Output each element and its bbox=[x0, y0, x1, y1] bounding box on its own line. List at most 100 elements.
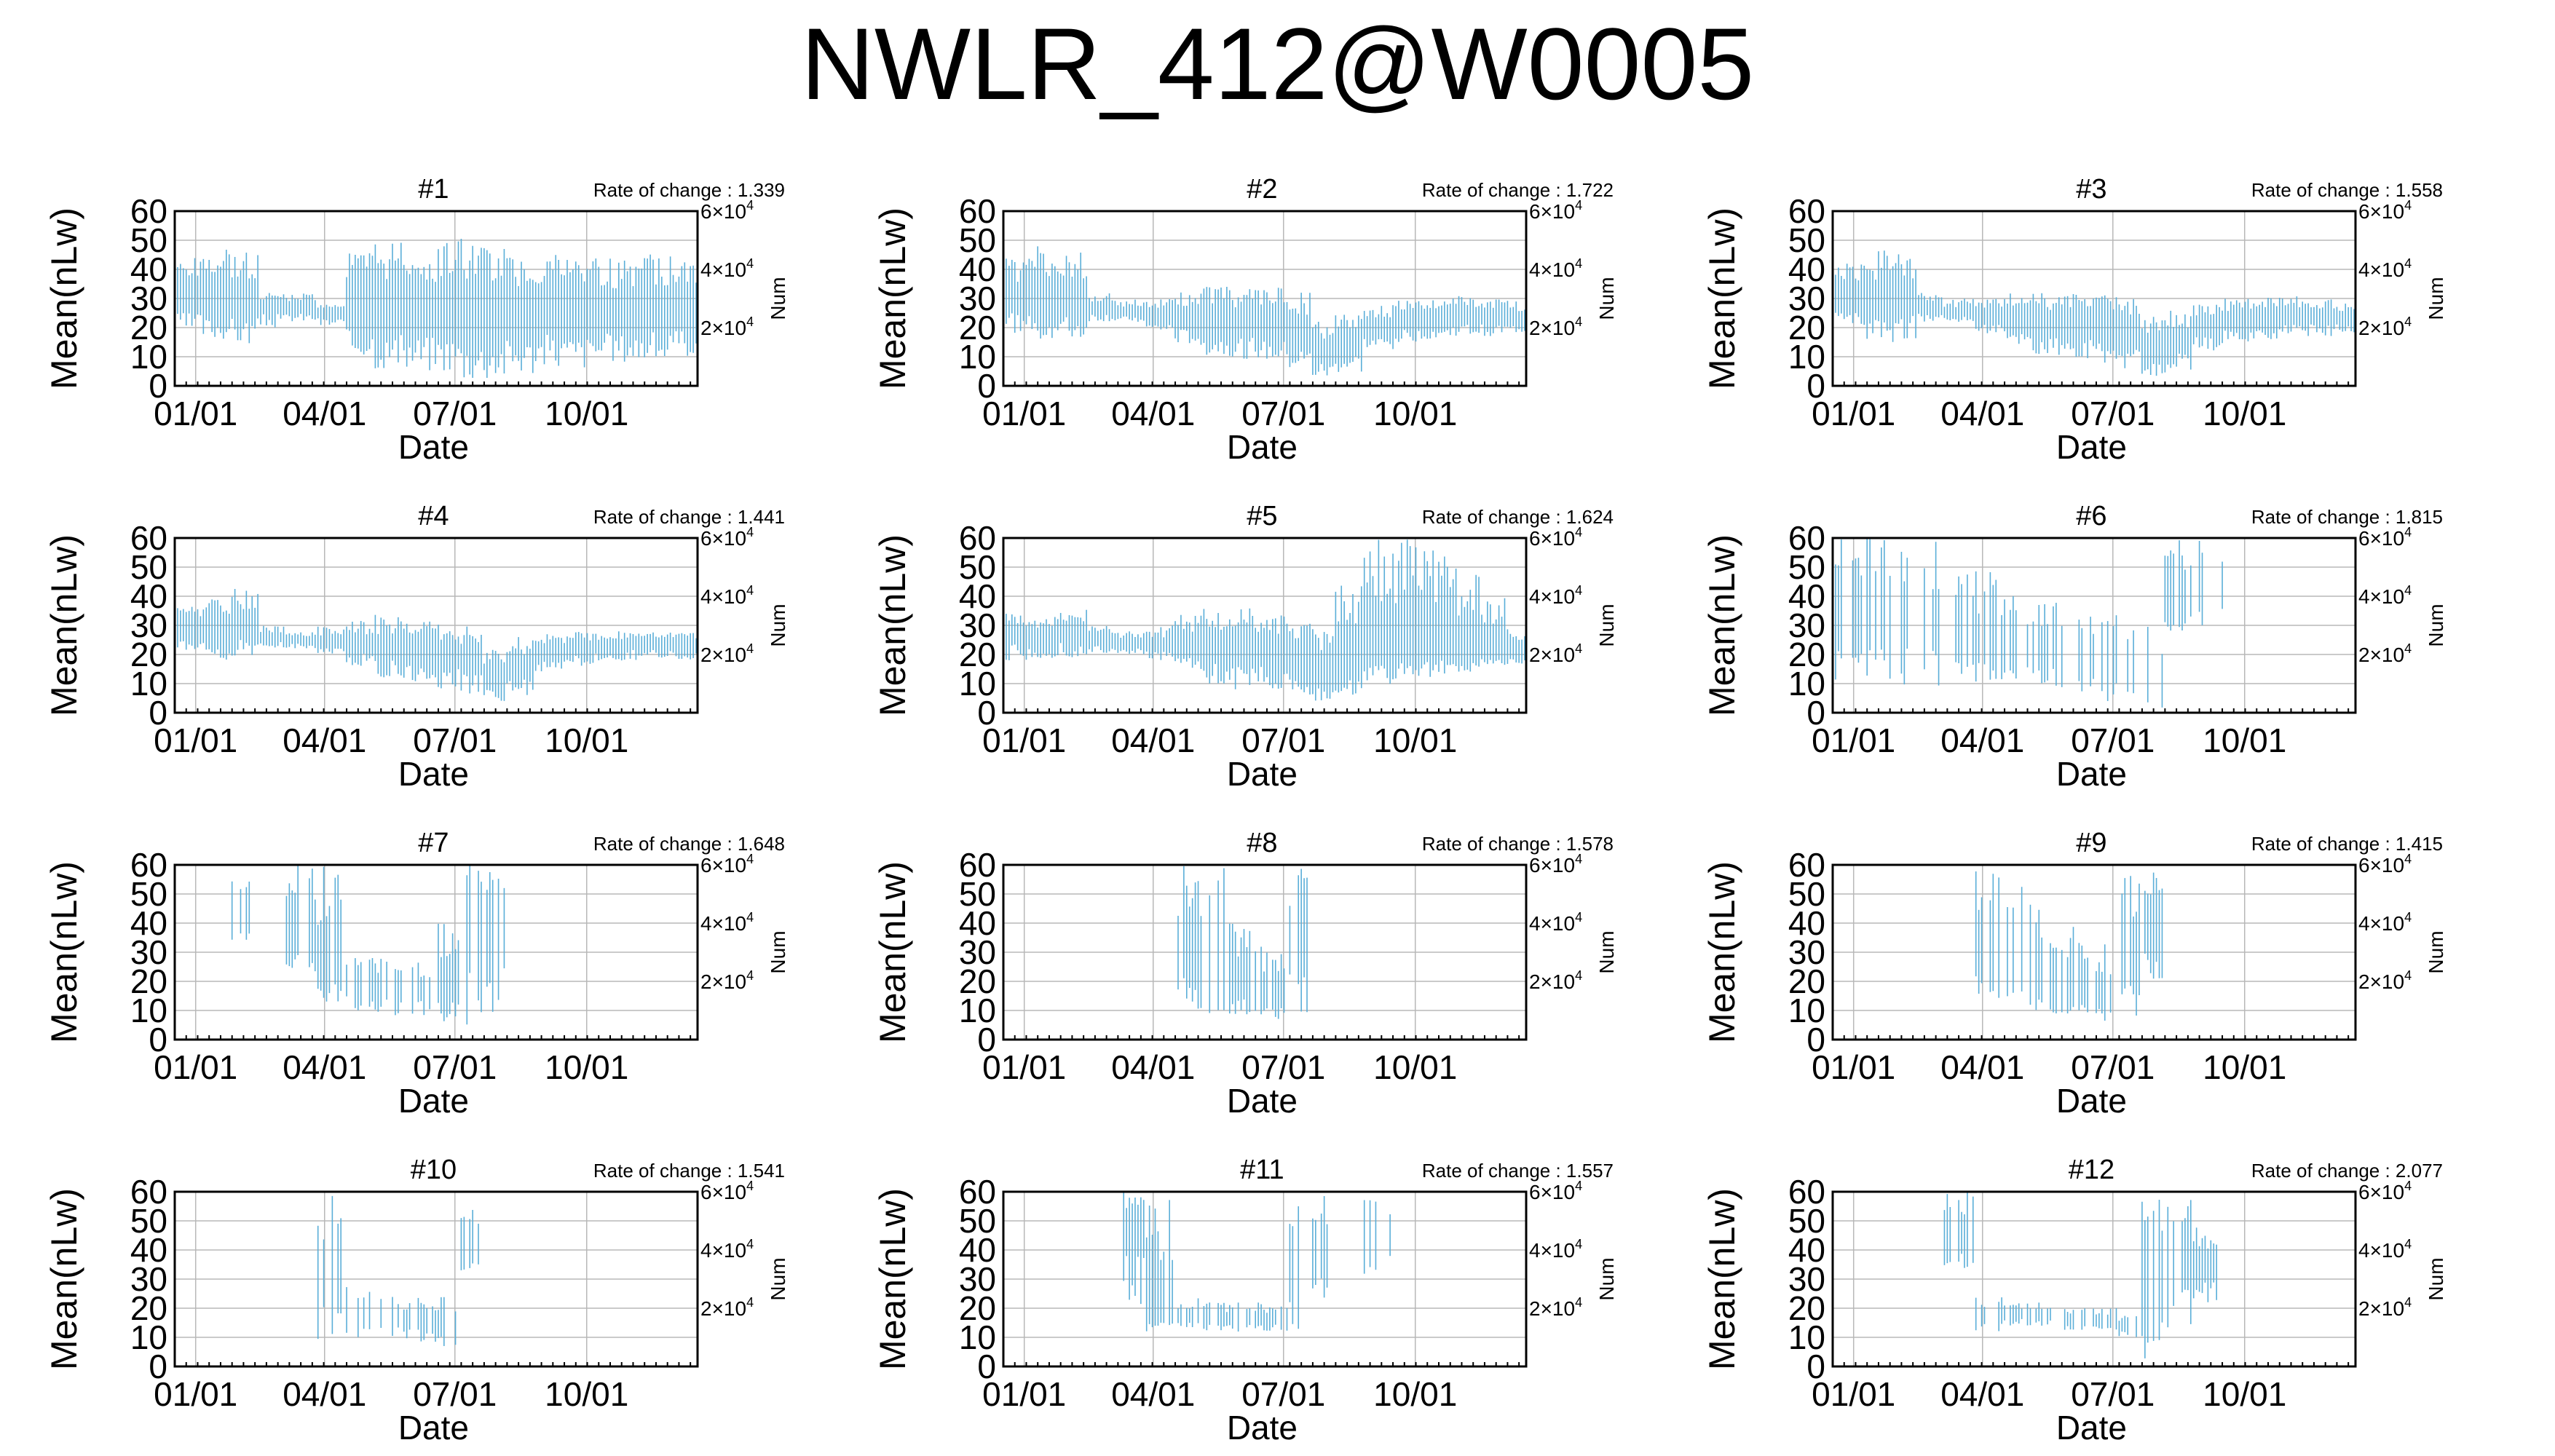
panel-title: #3 bbox=[2076, 174, 2106, 205]
x-tick-label: 01/01 bbox=[154, 721, 237, 759]
y-tick-label: 30 bbox=[959, 280, 996, 317]
y-tick-label: 40 bbox=[130, 250, 167, 288]
rate-of-change-label: Rate of change : 1.815 bbox=[2251, 506, 2443, 528]
y-tick-label: 40 bbox=[130, 904, 167, 942]
x-tick-label: 10/01 bbox=[2203, 395, 2286, 432]
panel-title: #6 bbox=[2076, 501, 2106, 531]
x-tick-label: 10/01 bbox=[545, 721, 628, 759]
y-tick-label: 20 bbox=[130, 1289, 167, 1327]
panel-title: #4 bbox=[418, 501, 449, 531]
y-tick-label: 40 bbox=[959, 1231, 996, 1269]
y-tick-label: 0 bbox=[1806, 367, 1825, 405]
rate-of-change-label: Rate of change : 1.648 bbox=[593, 833, 785, 855]
x-tick-label: 01/01 bbox=[1812, 1375, 1895, 1413]
y-tick-label: 50 bbox=[959, 221, 996, 259]
panel-title: #10 bbox=[411, 1155, 457, 1185]
y2-tick-label: 2×104 bbox=[700, 641, 754, 666]
x-tick-label: 01/01 bbox=[982, 1048, 1066, 1086]
y2-axis-label: Num bbox=[2425, 604, 2447, 646]
panel-title: #2 bbox=[1247, 174, 1277, 205]
x-axis-label: Date bbox=[2056, 755, 2127, 793]
panel-title: #7 bbox=[418, 828, 449, 858]
y-tick-label: 60 bbox=[959, 519, 996, 557]
x-axis-label: Date bbox=[1227, 1082, 1298, 1120]
y-tick-label: 40 bbox=[130, 577, 167, 615]
y2-tick-label: 6×104 bbox=[700, 1179, 754, 1203]
y2-tick-label: 4×104 bbox=[2358, 1237, 2412, 1262]
y-tick-label: 50 bbox=[130, 548, 167, 586]
panel-title: #11 bbox=[1240, 1155, 1284, 1185]
y-tick-label: 20 bbox=[130, 636, 167, 673]
y2-tick-label: 6×104 bbox=[1529, 852, 1582, 877]
y2-tick-label: 6×104 bbox=[700, 525, 754, 550]
y-tick-label: 50 bbox=[130, 875, 167, 913]
y2-tick-label: 2×104 bbox=[2358, 641, 2412, 666]
y-tick-label: 10 bbox=[1788, 992, 1825, 1029]
y2-tick-label: 2×104 bbox=[1529, 314, 1582, 339]
y-tick-label: 10 bbox=[959, 992, 996, 1029]
y2-axis-label: Num bbox=[767, 604, 789, 646]
y2-tick-label: 6×104 bbox=[700, 852, 754, 877]
y-tick-label: 30 bbox=[959, 606, 996, 644]
y-tick-label: 30 bbox=[130, 933, 167, 971]
y-tick-label: 30 bbox=[130, 280, 167, 317]
y2-tick-label: 4×104 bbox=[2358, 910, 2412, 935]
x-tick-label: 07/01 bbox=[413, 395, 497, 432]
x-tick-label: 07/01 bbox=[1241, 395, 1325, 432]
rate-of-change-label: Rate of change : 1.415 bbox=[2251, 833, 2443, 855]
y-tick-label: 30 bbox=[1788, 280, 1825, 317]
page-title: NWLR_412@W0005 bbox=[800, 7, 1755, 121]
y-tick-label: 0 bbox=[149, 1348, 167, 1385]
y2-tick-label: 6×104 bbox=[2358, 198, 2412, 223]
x-tick-label: 07/01 bbox=[1241, 1375, 1325, 1413]
y-tick-label: 50 bbox=[959, 875, 996, 913]
y-tick-label: 60 bbox=[1788, 192, 1825, 230]
rate-of-change-label: Rate of change : 1.558 bbox=[2251, 179, 2443, 201]
y-tick-label: 30 bbox=[1788, 933, 1825, 971]
plot-frame bbox=[1831, 537, 2357, 714]
x-tick-label: 01/01 bbox=[1812, 395, 1895, 432]
y-tick-label: 60 bbox=[959, 192, 996, 230]
y-tick-label: 20 bbox=[959, 636, 996, 673]
x-tick-label: 10/01 bbox=[2203, 1048, 2286, 1086]
y2-axis-label: Num bbox=[1595, 930, 1618, 973]
y-tick-label: 40 bbox=[1788, 1231, 1825, 1269]
y-axis-label: Mean(nLw) bbox=[1702, 861, 1742, 1043]
y2-axis-label: Num bbox=[2425, 930, 2447, 973]
x-axis-label: Date bbox=[398, 755, 469, 793]
y-tick-label: 0 bbox=[977, 1021, 996, 1059]
y-tick-label: 40 bbox=[130, 1231, 167, 1269]
y-tick-label: 0 bbox=[977, 694, 996, 732]
y-tick-label: 0 bbox=[149, 367, 167, 405]
y2-tick-label: 4×104 bbox=[700, 583, 754, 608]
x-tick-label: 04/01 bbox=[283, 1048, 366, 1086]
y2-tick-label: 2×104 bbox=[2358, 314, 2412, 339]
y-tick-label: 60 bbox=[130, 192, 167, 230]
y-tick-label: 20 bbox=[1788, 962, 1825, 1000]
y-axis-label: Mean(nLw) bbox=[1702, 534, 1742, 716]
y-tick-label: 60 bbox=[1788, 1173, 1825, 1211]
x-axis-label: Date bbox=[2056, 1409, 2127, 1447]
y-tick-label: 40 bbox=[1788, 250, 1825, 288]
y-tick-label: 30 bbox=[130, 606, 167, 644]
x-tick-label: 07/01 bbox=[1241, 721, 1325, 759]
y-tick-label: 30 bbox=[130, 1260, 167, 1298]
y2-tick-label: 6×104 bbox=[1529, 525, 1582, 550]
x-tick-label: 04/01 bbox=[1940, 1375, 2024, 1413]
x-tick-label: 07/01 bbox=[413, 721, 497, 759]
y-tick-label: 0 bbox=[149, 694, 167, 732]
y-axis-label: Mean(nLw) bbox=[872, 861, 913, 1043]
y2-tick-label: 2×104 bbox=[1529, 1295, 1582, 1320]
y2-tick-label: 6×104 bbox=[1529, 198, 1582, 223]
y-tick-label: 20 bbox=[1788, 1289, 1825, 1327]
y-tick-label: 30 bbox=[1788, 606, 1825, 644]
y-axis-label: Mean(nLw) bbox=[872, 1188, 913, 1370]
x-tick-label: 04/01 bbox=[1111, 1375, 1195, 1413]
